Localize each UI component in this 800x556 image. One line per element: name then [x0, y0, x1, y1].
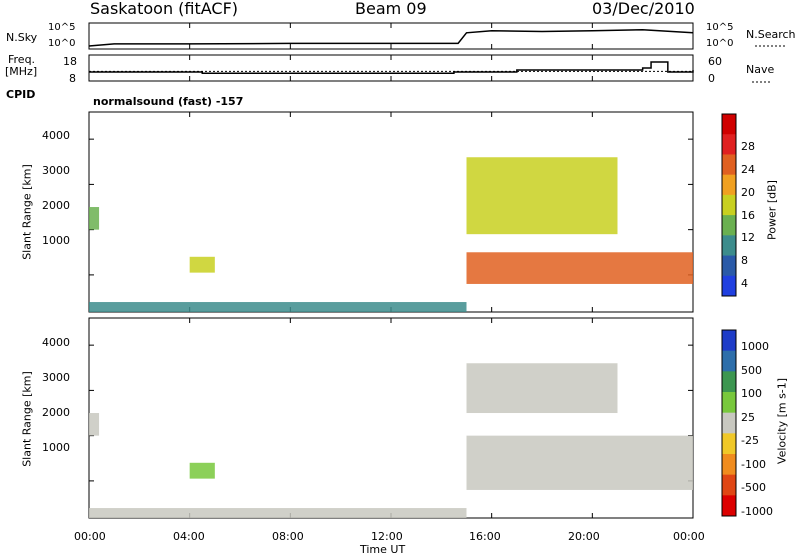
x-axis-label: Time UT [360, 543, 406, 556]
velocity-colorbar-cell-2 [722, 371, 736, 393]
nsearch-tick-bottom: 10^0 [706, 38, 734, 49]
power-colorbar-cell-6 [722, 235, 736, 257]
power-ytick-1000: 1000 [42, 234, 70, 247]
cpid-label: CPID [6, 88, 36, 101]
velocity-colorbar-cell-3 [722, 392, 736, 414]
power-ytick-2000: 2000 [42, 199, 70, 212]
nave-tick-bottom: 0 [708, 72, 715, 85]
velocity-colorbar-cell-5 [722, 433, 736, 455]
power-colorbar-cell-2 [722, 154, 736, 176]
xtick-5: 20:00 [568, 530, 600, 543]
xtick-0: 00:00 [74, 530, 106, 543]
vel-ytick-2000: 2000 [42, 406, 70, 419]
power-region-2 [189, 256, 215, 273]
vel-cb-tick-100: 100 [741, 387, 762, 400]
xtick-6: 00:00 [673, 530, 705, 543]
station-title: Saskatoon (fitACF) [90, 0, 239, 18]
vel-ytick-1000: 1000 [42, 441, 70, 454]
power-colorbar-cell-8 [722, 275, 736, 297]
power-colorbar-cell-7 [722, 255, 736, 277]
power-region-0 [89, 207, 100, 230]
power-region-4 [466, 157, 618, 235]
power-ytick-4000: 4000 [42, 129, 70, 142]
nave-label: Nave [746, 63, 775, 76]
vel-ytick-4000: 4000 [42, 336, 70, 349]
velocity-colorbar-cell-0 [722, 330, 736, 352]
velocity-colorbar-cell-4 [722, 412, 736, 434]
velocity-colorbar-cell-6 [722, 454, 736, 476]
power-cb-tick-28: 28 [741, 140, 755, 153]
freq-line [89, 61, 694, 74]
freq-unit-label: [MHz] [5, 65, 38, 78]
beam-title: Beam 09 [355, 0, 427, 18]
xtick-4: 16:00 [469, 530, 501, 543]
power-region-3 [466, 252, 693, 284]
power-cb-tick-8: 8 [741, 254, 748, 267]
velocity-colorbar-cell-1 [722, 350, 736, 372]
nsearch-label: N.Search [746, 28, 796, 41]
nsky-tick-top: 10^5 [48, 22, 76, 33]
freq-tick-bottom: 8 [69, 72, 76, 85]
vel-cb-tick-25: 25 [741, 411, 755, 424]
vel-ytick-3000: 3000 [42, 371, 70, 384]
velocity-region-2 [189, 462, 215, 479]
velocity-region-4 [466, 363, 618, 414]
xtick-3: 12:00 [371, 530, 403, 543]
xtick-1: 04:00 [173, 530, 205, 543]
velocity-colorbar-cell-7 [722, 474, 736, 496]
vel-cb-tick-1000: 1000 [741, 340, 769, 353]
freq-tick-top: 18 [63, 55, 77, 68]
power-cb-tick-4: 4 [741, 277, 748, 290]
velocity-colorbar-cell-8 [722, 495, 736, 517]
power-colorbar-cell-0 [722, 114, 736, 135]
date-title: 03/Dec/2010 [592, 0, 695, 18]
power-colorbar-cell-1 [722, 134, 736, 155]
power-cb-tick-16: 16 [741, 209, 755, 222]
freq-label: Freq. [8, 53, 36, 66]
velocity-region-1 [89, 508, 467, 518]
power-cb-tick-20: 20 [741, 186, 755, 199]
xtick-2: 08:00 [272, 530, 304, 543]
velocity-colorbar-frame [721, 329, 737, 517]
nsky-label: N.Sky [6, 31, 38, 44]
nsky-line [88, 28, 694, 47]
vel-cb-tick-neg100: -100 [741, 458, 766, 471]
nsky-tick-bottom: 10^0 [48, 38, 76, 49]
nave-tick-top: 60 [708, 55, 722, 68]
vel-cb-tick-neg500: -500 [741, 481, 766, 494]
power-ytick-3000: 3000 [42, 164, 70, 177]
power-region-1 [89, 302, 467, 312]
cpid-text: normalsound (fast) -157 [93, 95, 244, 108]
vel-cb-tick-neg1000: -1000 [741, 505, 773, 518]
power-colorbar-cell-5 [722, 215, 736, 236]
power-cb-tick-12: 12 [741, 231, 755, 244]
vel-cb-tick-neg25: -25 [741, 434, 759, 447]
vel-cb-tick-500: 500 [741, 364, 762, 377]
power-colorbar-cell-4 [722, 194, 736, 216]
velocity-region-3 [466, 435, 693, 490]
velocity-region-0 [89, 413, 100, 436]
nsearch-tick-top: 10^5 [706, 22, 734, 33]
power-colorbar-cell-3 [722, 174, 736, 196]
power-colorbar-frame [721, 113, 737, 297]
power-cb-tick-24: 24 [741, 163, 755, 176]
